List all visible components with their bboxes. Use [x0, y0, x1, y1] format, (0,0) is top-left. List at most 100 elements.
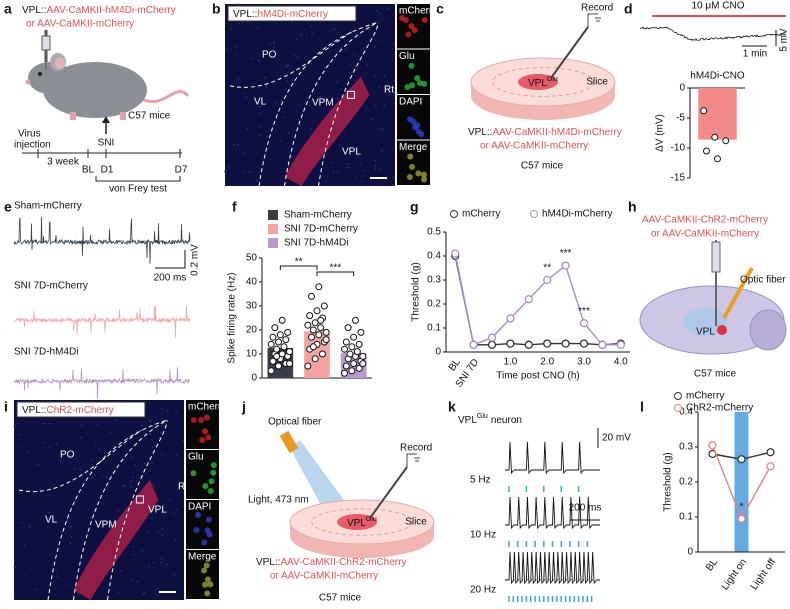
image-title: VPL::ChR2-mCherry — [22, 405, 114, 416]
nucleus — [283, 116, 286, 118]
scale-label: 20 mV — [602, 433, 631, 444]
nucleus — [258, 134, 261, 137]
cell — [406, 174, 413, 181]
cell — [204, 590, 211, 597]
nucleus — [355, 175, 357, 177]
boundary — [318, 22, 379, 187]
nucleus — [105, 476, 108, 479]
data-point — [315, 283, 323, 291]
nucleus — [56, 575, 58, 578]
cell — [206, 531, 213, 538]
nucleus — [122, 484, 125, 487]
y-tick-label: 0.1 — [427, 323, 441, 334]
data-point — [317, 324, 325, 332]
data-point — [319, 350, 326, 358]
data-point — [598, 340, 607, 349]
slice-inner — [492, 67, 594, 97]
data-point — [703, 147, 710, 155]
data-point — [306, 312, 314, 320]
nucleus — [151, 447, 153, 449]
data-point — [342, 362, 350, 370]
legend-label: mCherry — [462, 209, 500, 220]
data-point — [304, 362, 312, 370]
data-point — [711, 133, 719, 141]
nucleus — [132, 553, 135, 556]
cell — [408, 62, 415, 69]
nucleus — [243, 152, 245, 154]
title-box — [227, 5, 357, 22]
data-point — [543, 339, 552, 348]
fiber-label: Optic fiber — [740, 275, 786, 286]
data-point — [322, 328, 330, 336]
data-point — [308, 292, 315, 300]
frequency-label: 10 Hz — [470, 530, 496, 541]
cell — [190, 470, 197, 477]
cell — [202, 581, 209, 588]
cell — [210, 469, 217, 476]
cell — [201, 539, 208, 546]
boundary — [47, 419, 168, 601]
cell — [410, 118, 417, 125]
voltage-trace — [639, 26, 787, 41]
region-label: VL — [45, 515, 58, 526]
nucleus — [374, 75, 376, 78]
construct-text: or AAV-CaMKII-mCherry — [651, 229, 759, 240]
nucleus — [18, 433, 21, 436]
channel-label: Merge — [399, 142, 428, 153]
nucleus — [144, 591, 146, 594]
channel-label: DAPI — [188, 502, 211, 513]
nucleus — [237, 3, 239, 6]
nucleus — [340, 88, 343, 90]
panel-label: i — [4, 399, 8, 415]
cell — [190, 417, 197, 424]
x-tick-label: 1.0 — [503, 357, 517, 368]
nucleus — [13, 425, 16, 428]
cell — [201, 567, 208, 574]
data-point — [524, 340, 533, 349]
nucleus — [354, 79, 356, 82]
data-point — [315, 331, 323, 339]
cell — [210, 462, 217, 469]
nucleus — [275, 101, 277, 104]
data-point — [273, 352, 281, 360]
scale-label: 1 min — [743, 49, 767, 60]
scale-label: 5 mV — [779, 28, 790, 52]
y-axis-title: ΔV (mV) — [655, 114, 666, 152]
nucleus — [286, 65, 288, 68]
channel-label: mCherry — [188, 402, 226, 413]
data-point — [269, 357, 277, 365]
labeled-region — [73, 480, 159, 600]
nucleus — [160, 561, 162, 564]
significance-label: *** — [329, 263, 341, 274]
data-point — [317, 316, 325, 324]
nucleus — [380, 39, 382, 42]
series-line — [454, 253, 621, 346]
data-point — [308, 333, 315, 341]
data-point — [275, 362, 282, 370]
legend-label: hM4Di-mCherry — [542, 209, 613, 220]
voltage-trace — [505, 496, 600, 530]
nucleus — [233, 143, 235, 145]
data-point — [506, 339, 515, 348]
x-tick-label: Light on — [720, 557, 749, 592]
y-tick-label: 30 — [246, 301, 258, 312]
nucleus — [374, 168, 377, 171]
data-point — [766, 462, 775, 471]
y-tick-label: 0.4 — [427, 251, 441, 262]
cell — [421, 16, 428, 23]
vpl-region — [518, 74, 558, 90]
y-tick-label: 50 — [246, 253, 258, 264]
cell — [193, 527, 200, 534]
mouse-illustration — [25, 30, 190, 134]
data-point — [579, 319, 589, 328]
series-line — [454, 255, 621, 346]
nucleus — [149, 433, 152, 436]
data-point — [284, 328, 292, 336]
timeline-label: D1 — [101, 165, 114, 176]
scale-bar — [570, 428, 600, 521]
nucleus — [308, 104, 311, 107]
cell — [409, 163, 416, 170]
data-point — [469, 340, 478, 349]
nucleus — [80, 436, 82, 439]
nucleus — [152, 561, 155, 564]
